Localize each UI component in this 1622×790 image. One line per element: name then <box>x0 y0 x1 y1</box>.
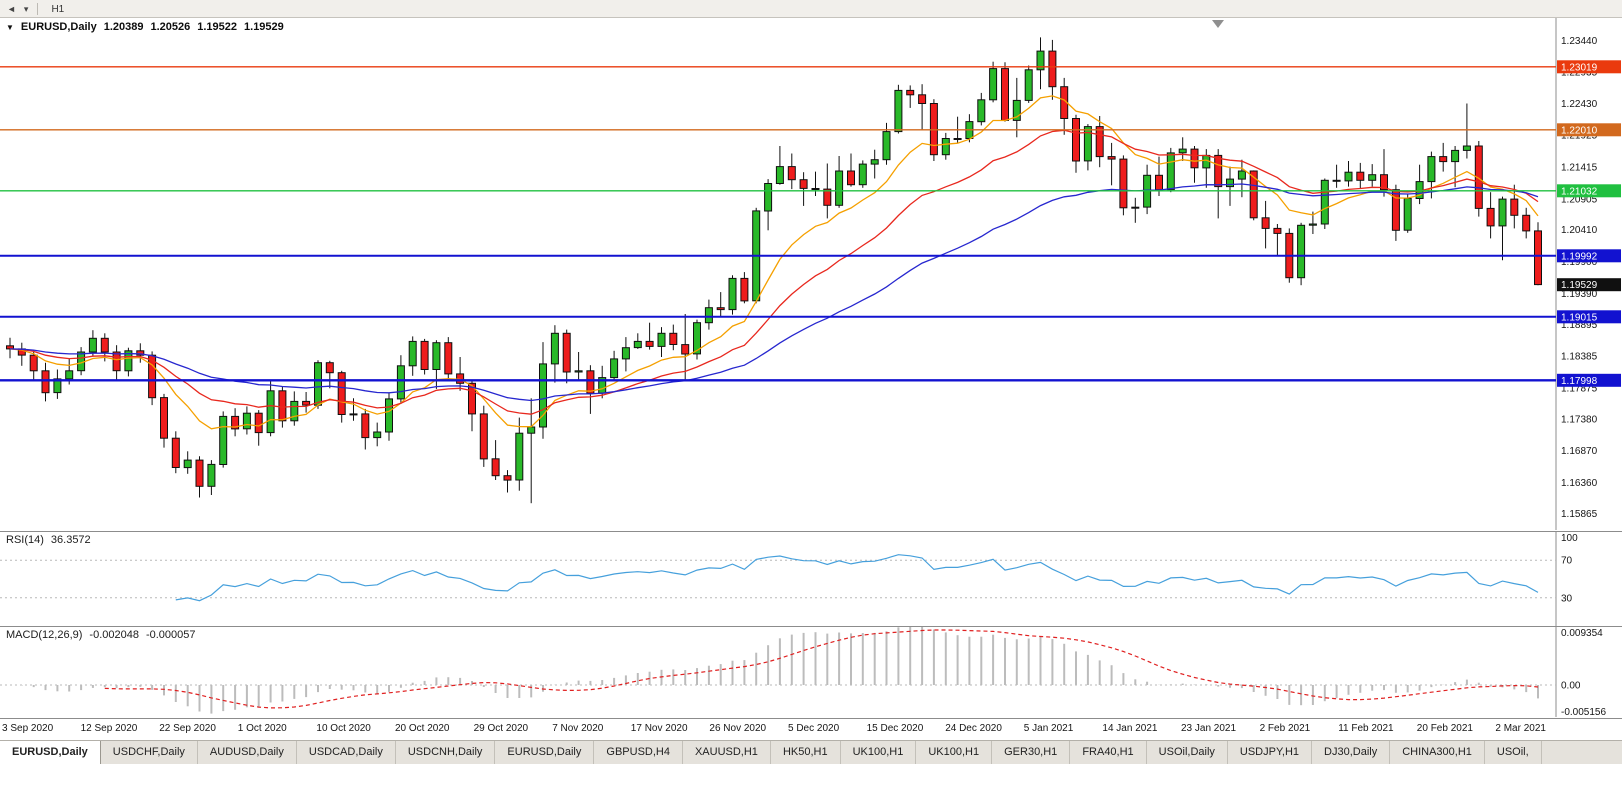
svg-text:1.23019: 1.23019 <box>1561 62 1598 73</box>
svg-text:1.16360: 1.16360 <box>1561 478 1598 489</box>
chart-tab-xauusd-h1[interactable]: XAUUSD,H1 <box>683 741 771 764</box>
macd-indicator-pane[interactable]: MACD(12,26,9) -0.002048 -0.000057 0.0093… <box>0 626 1622 718</box>
svg-text:1.22430: 1.22430 <box>1561 99 1598 110</box>
macd-chart[interactable]: 0.009354 0.00 -0.005156 <box>0 627 1622 718</box>
date-axis-label: 7 Nov 2020 <box>552 723 604 734</box>
chart-tab-eurusd-daily[interactable]: EURUSD,Daily <box>0 741 101 764</box>
date-axis-label: 5 Jan 2021 <box>1023 723 1074 734</box>
svg-text:1.19900: 1.19900 <box>1561 257 1598 268</box>
ohlc-open: 1.20389 <box>103 21 144 33</box>
svg-text:-0.005156: -0.005156 <box>1561 707 1606 718</box>
svg-text:1.17380: 1.17380 <box>1561 414 1598 425</box>
chart-tab-ger30-h1[interactable]: GER30,H1 <box>992 741 1071 764</box>
svg-text:1.19390: 1.19390 <box>1561 289 1598 300</box>
chart-tab-gbpusd-h4[interactable]: GBPUSD,H4 <box>594 741 683 764</box>
toolbar-separator <box>37 2 39 15</box>
rsi-chart[interactable]: 100 70 30 <box>0 532 1622 626</box>
chart-tab-usdjpy-h1[interactable]: USDJPY,H1 <box>1228 741 1313 764</box>
svg-text:1.18895: 1.18895 <box>1561 320 1598 331</box>
date-axis[interactable]: 3 Sep 2020 12 Sep 2020 22 Sep 2020 1 Oct 20… <box>0 718 1622 740</box>
date-axis-label: 12 Sep 2020 <box>80 723 138 734</box>
date-axis-label: 5 Dec 2020 <box>788 723 840 734</box>
svg-text:1.18385: 1.18385 <box>1561 352 1598 363</box>
date-axis-label: 11 Feb 2021 <box>1338 723 1394 734</box>
chart-tab-usdchf-daily[interactable]: USDCHF,Daily <box>101 741 198 764</box>
svg-text:1.17998: 1.17998 <box>1561 376 1598 387</box>
macd-signal-value: -0.000057 <box>145 629 196 641</box>
rsi-indicator-pane[interactable]: RSI(14) 36.3572 100 70 30 <box>0 531 1622 626</box>
back-arrow-icon[interactable]: ◄ <box>7 3 16 14</box>
date-axis-label: 10 Oct 2020 <box>316 723 371 734</box>
one-click-trading-icon[interactable]: ▼ <box>6 22 14 32</box>
date-axis-label: 22 Sep 2020 <box>159 723 216 734</box>
date-axis-label: 2 Mar 2021 <box>1495 723 1546 734</box>
date-axis-label: 20 Feb 2021 <box>1416 723 1473 734</box>
macd-label-row: MACD(12,26,9) -0.002048 -0.000057 <box>6 629 196 641</box>
chart-tab-usdcnh-daily[interactable]: USDCNH,Daily <box>396 741 496 764</box>
dropdown-arrow-icon[interactable]: ▾ <box>23 3 29 14</box>
chart-tab-eurusd-daily[interactable]: EURUSD,Daily <box>495 741 595 764</box>
svg-text:70: 70 <box>1561 556 1573 567</box>
date-axis-label: 3 Sep 2020 <box>2 723 54 734</box>
svg-text:30: 30 <box>1561 593 1573 604</box>
chart-tab-china300-h1[interactable]: CHINA300,H1 <box>1390 741 1485 764</box>
date-axis-label: 20 Oct 2020 <box>395 723 450 734</box>
candlestick-chart[interactable]: 1.234401.229351.224301.219251.214151.209… <box>0 18 1622 531</box>
chart-tab-bar: EURUSD,Daily USDCHF,Daily AUDUSD,Daily USDC… <box>0 740 1622 764</box>
svg-text:1.21415: 1.21415 <box>1561 162 1598 173</box>
svg-text:1.16870: 1.16870 <box>1561 446 1598 457</box>
svg-text:0.009354: 0.009354 <box>1561 628 1603 639</box>
date-axis-label: 2 Feb 2021 <box>1259 723 1311 734</box>
svg-text:1.22010: 1.22010 <box>1561 125 1598 136</box>
svg-text:1.19992: 1.19992 <box>1561 251 1598 262</box>
rsi-label-row: RSI(14) 36.3572 <box>6 534 91 546</box>
chart-tab-hk50-h1[interactable]: HK50,H1 <box>771 741 841 764</box>
svg-text:100: 100 <box>1561 533 1578 544</box>
price-chart-pane[interactable]: ▼ EURUSD,Daily 1.20389 1.20526 1.19522 1… <box>0 18 1622 531</box>
date-axis-label: 17 Nov 2020 <box>630 723 688 734</box>
date-axis-label: 1 Oct 2020 <box>237 723 287 734</box>
date-axis-label: 26 Nov 2020 <box>709 723 767 734</box>
svg-text:0.00: 0.00 <box>1561 681 1581 692</box>
svg-text:1.23440: 1.23440 <box>1561 36 1598 47</box>
date-axis-label: 24 Dec 2020 <box>945 723 1002 734</box>
chart-tab-fra40-h1[interactable]: FRA40,H1 <box>1070 741 1147 764</box>
svg-text:1.19015: 1.19015 <box>1561 312 1598 323</box>
svg-text:1.21032: 1.21032 <box>1561 186 1598 197</box>
ohlc-close: 1.19529 <box>244 21 284 33</box>
svg-text:1.19529: 1.19529 <box>1561 280 1598 291</box>
svg-text:1.20410: 1.20410 <box>1561 225 1598 236</box>
chart-tab-uk100-h1[interactable]: UK100,H1 <box>916 741 993 764</box>
date-axis-label: 15 Dec 2020 <box>866 723 924 734</box>
chart-tab-usoil[interactable]: USOil, <box>1485 741 1542 764</box>
ohlc-high: 1.20526 <box>150 21 191 33</box>
chart-tab-audusd-daily[interactable]: AUDUSD,Daily <box>198 741 297 764</box>
svg-text:1.15865: 1.15865 <box>1561 509 1598 520</box>
rsi-label: RSI(14) <box>6 534 44 546</box>
chart-shift-marker-icon[interactable] <box>1212 20 1224 28</box>
chart-tab-usdcad-daily[interactable]: USDCAD,Daily <box>297 741 396 764</box>
chart-tab-dj30-daily[interactable]: DJ30,Daily <box>1312 741 1391 764</box>
chart-header: ▼ EURUSD,Daily 1.20389 1.20526 1.19522 1… <box>6 21 284 33</box>
top-toolbar: ◄ ▾ M1M5M15M30H1H4D1W1MN <box>0 0 1622 75</box>
svg-text:1.20905: 1.20905 <box>1561 194 1598 205</box>
macd-main-value: -0.002048 <box>89 629 139 641</box>
date-axis-label: 14 Jan 2021 <box>1102 723 1158 734</box>
symbol-label: EURUSD,Daily <box>20 21 97 33</box>
date-axis-label: 23 Jan 2021 <box>1181 723 1237 734</box>
chart-tab-uk100-h1[interactable]: UK100,H1 <box>841 741 917 764</box>
timeframe-button-h1[interactable]: H1 <box>51 4 65 15</box>
rsi-value: 36.3572 <box>50 534 91 546</box>
svg-text:1.17875: 1.17875 <box>1561 384 1598 395</box>
date-axis-label: 29 Oct 2020 <box>473 723 529 734</box>
chart-tab-usoil-daily[interactable]: USOil,Daily <box>1147 741 1228 764</box>
macd-label: MACD(12,26,9) <box>6 629 83 641</box>
ohlc-low: 1.19522 <box>197 21 238 33</box>
